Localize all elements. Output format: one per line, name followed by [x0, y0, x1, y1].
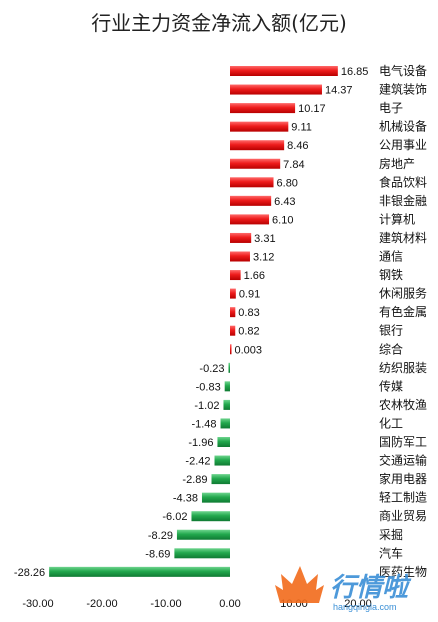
bar-8 — [230, 195, 272, 206]
category-label: 医药生物 — [379, 565, 427, 579]
x-tick-label: 0.00 — [219, 598, 240, 610]
data-label: 10.17 — [298, 103, 326, 115]
x-tick-label: -20.00 — [86, 598, 117, 610]
category-label: 商业贸易 — [379, 508, 427, 523]
flame-logo-icon — [275, 566, 324, 603]
bar-7 — [230, 177, 274, 188]
data-label: 0.003 — [235, 344, 263, 356]
data-label: 8.46 — [287, 140, 308, 152]
category-label: 采掘 — [379, 527, 403, 542]
bar-19 — [223, 399, 230, 410]
category-label: 有色金属 — [379, 304, 427, 319]
category-label: 房地产 — [379, 156, 415, 171]
category-label: 机械设备 — [379, 119, 427, 134]
data-label: 7.84 — [283, 159, 304, 171]
category-label: 汽车 — [379, 545, 403, 560]
bar-1 — [230, 66, 338, 76]
category-label: 电气设备 — [379, 63, 427, 78]
x-tick-label: -10.00 — [150, 598, 181, 610]
data-label: 1.66 — [244, 270, 265, 282]
category-label: 综合 — [379, 341, 403, 356]
bar-23 — [211, 474, 230, 485]
bar-13 — [230, 288, 236, 299]
data-label: 9.11 — [291, 122, 312, 134]
bars-group: 16.85 电气设备 14.37 建筑装饰 10.17 电子 9.11 机械设备 8.46 公用事… — [14, 63, 427, 579]
data-label: 6.43 — [274, 196, 295, 208]
category-label: 钢铁 — [379, 268, 403, 282]
bar-22 — [214, 455, 230, 466]
data-label: 6.10 — [272, 214, 293, 226]
data-label: -1.02 — [194, 400, 219, 412]
category-label: 电子 — [379, 101, 403, 115]
data-label: 0.83 — [238, 307, 259, 319]
category-label: 非银金融 — [379, 193, 427, 208]
category-label: 建筑材料 — [379, 230, 427, 245]
bar-9 — [230, 214, 270, 225]
data-label: -8.69 — [145, 548, 170, 560]
category-label: 传媒 — [379, 378, 403, 393]
data-label: -28.26 — [14, 567, 45, 579]
data-label: 16.85 — [341, 66, 369, 78]
category-label: 交通运输 — [379, 453, 427, 468]
bar-5 — [230, 140, 285, 151]
category-label: 计算机 — [379, 211, 415, 226]
bar-6 — [230, 158, 281, 169]
bar-21 — [217, 437, 230, 447]
bar-4 — [230, 121, 289, 132]
category-label: 纺织服装 — [379, 361, 427, 375]
watermark-subtext: hangqingla.com — [333, 602, 397, 612]
category-label: 家用电器 — [379, 471, 427, 486]
bar-27 — [174, 548, 230, 559]
bar-28 — [49, 566, 230, 577]
category-label: 建筑装饰 — [379, 82, 427, 97]
data-label: 6.80 — [277, 177, 298, 189]
bar-16 — [230, 344, 232, 355]
data-label: 0.82 — [238, 326, 259, 338]
bar-14 — [230, 307, 236, 318]
data-label: -4.38 — [173, 493, 198, 505]
category-label: 公用事业 — [379, 138, 427, 152]
category-label: 通信 — [379, 250, 403, 264]
bar-11 — [230, 251, 250, 262]
bar-15 — [230, 325, 236, 336]
bar-3 — [230, 103, 296, 114]
bar-12 — [230, 270, 241, 281]
category-label: 休闲服务 — [379, 286, 427, 301]
category-label: 化工 — [379, 416, 403, 430]
data-label: -1.48 — [191, 418, 216, 430]
category-label: 银行 — [379, 324, 403, 338]
watermark-text: 行情啦 — [330, 573, 412, 603]
bar-18 — [224, 381, 230, 392]
x-tick-label: 20.00 — [344, 598, 372, 610]
bar-26 — [176, 529, 230, 540]
x-axis: -30.00 -20.00 -10.00 0.00 10.00 20.00 — [22, 598, 371, 610]
category-label: 食品饮料 — [379, 174, 427, 189]
bar-2 — [230, 84, 322, 95]
data-label: 0.91 — [239, 289, 260, 301]
bar-17 — [228, 362, 230, 373]
data-label: -2.42 — [185, 456, 210, 468]
bar-20 — [220, 418, 230, 429]
bar-25 — [191, 511, 230, 522]
data-label: -0.83 — [196, 381, 221, 393]
data-label: -6.02 — [162, 511, 187, 523]
category-label: 农林牧渔 — [379, 398, 427, 412]
chart-title: 行业主力资金净流入额(亿元) — [91, 11, 347, 35]
data-label: 14.37 — [325, 85, 353, 97]
x-tick-label: -30.00 — [22, 598, 53, 610]
data-label: -2.89 — [182, 474, 207, 486]
data-label: -1.96 — [188, 437, 213, 449]
bar-24 — [201, 492, 230, 503]
data-label: -8.29 — [148, 530, 173, 542]
data-label: -0.23 — [199, 363, 224, 375]
category-label: 国防军工 — [379, 434, 427, 449]
watermark: 行情啦 hangqingla.com — [275, 566, 412, 612]
data-label: 3.12 — [253, 252, 274, 264]
data-label: 3.31 — [254, 233, 275, 245]
bar-10 — [230, 232, 252, 243]
category-label: 轻工制造 — [379, 491, 427, 505]
